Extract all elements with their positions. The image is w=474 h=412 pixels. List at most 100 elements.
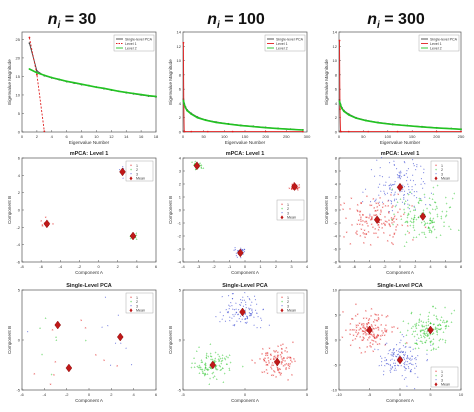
x-tick-label: 250: [283, 134, 290, 139]
scatter-point: ×: [281, 347, 283, 351]
scatter-point: *: [413, 205, 415, 209]
scatter-point: +: [426, 334, 428, 338]
mean-marker: [396, 182, 404, 192]
scatter-point: +: [422, 331, 424, 335]
scatter-point: ×: [275, 349, 277, 353]
scatter-point: *: [394, 364, 396, 368]
chart-panel-r1c2: mPCA: Level 1-8 -6 -4 -2 0 2 4 6 8-8-6-4-202468C…: [324, 151, 463, 275]
series-line-3: [29, 68, 157, 98]
scatter-point: +: [215, 351, 217, 355]
legend-swatch: +: [281, 299, 284, 304]
scatter-point: *: [231, 317, 233, 321]
scatter-point: +: [219, 365, 221, 369]
scatter-point: *: [420, 183, 422, 187]
scatter-point: *: [393, 352, 395, 356]
y-axis-label: Component B: [7, 326, 12, 354]
scatter-point: ×: [366, 345, 368, 349]
scatter-point: *: [400, 365, 402, 369]
scatter-point: *: [220, 311, 222, 315]
scatter-point: +: [449, 206, 451, 210]
scatter-point: *: [243, 305, 245, 309]
scatter-point: +: [451, 321, 453, 325]
scatter-point: *: [120, 342, 122, 346]
scatter-point: ×: [372, 327, 374, 331]
y-tick-label: 10: [333, 288, 338, 293]
scatter-point: ×: [280, 373, 282, 377]
scatter-point: ×: [273, 357, 275, 361]
scatter-point: ×: [266, 363, 268, 367]
scatter-point: +: [397, 201, 399, 205]
scatter-point: +: [409, 191, 411, 195]
scatter-point: ×: [276, 366, 278, 370]
scatter-point: *: [410, 362, 412, 366]
scatter-point: +: [432, 323, 434, 327]
scatter-point: *: [411, 363, 413, 367]
chart-panel-r2c2: Single-Level PCA-10 -5 0 5 10-10-50510Compon…: [324, 283, 464, 403]
scatter-point: *: [242, 299, 244, 303]
scatter-point: *: [415, 169, 417, 173]
scatter-point: +: [427, 221, 429, 225]
scatter-point: +: [209, 377, 211, 381]
scatter-point: ×: [368, 230, 370, 234]
scatter-point: +: [419, 199, 421, 203]
scatter-point: *: [246, 321, 248, 325]
mean-marker: [193, 161, 201, 171]
scatter-point: ×: [391, 216, 393, 220]
scatter-point: ×: [391, 206, 393, 210]
legend-label: Mean: [287, 309, 296, 313]
legend-label: Mean: [441, 383, 450, 387]
scatter-point: +: [427, 327, 429, 331]
x-tick-label: 0: [244, 264, 247, 269]
scatter-point: +: [207, 368, 209, 372]
scatter-point: +: [432, 225, 434, 229]
y-tick-label: -6: [16, 260, 20, 265]
scatter-point: +: [444, 306, 446, 310]
scatter-point: +: [404, 244, 406, 248]
scatter-point: +: [417, 216, 419, 220]
scatter-point: *: [382, 176, 384, 180]
scatter-point: *: [238, 309, 240, 313]
scatter-point: +: [434, 201, 436, 205]
scatter-point: +: [226, 362, 228, 366]
y-tick-label: -2: [177, 234, 181, 239]
scatter-point: ×: [371, 215, 373, 219]
scatter-point: ×: [346, 231, 348, 235]
mean-marker: [366, 325, 373, 335]
scatter-point: +: [212, 376, 214, 380]
scatter-point: *: [426, 353, 428, 357]
scatter-point: +: [432, 186, 434, 190]
scatter-point: *: [400, 188, 402, 192]
scatter-point: ×: [373, 206, 375, 210]
scatter-point: +: [446, 202, 448, 206]
scatter-point: +: [423, 333, 425, 337]
scatter-point: ×: [424, 225, 426, 229]
scatter-point: ×: [267, 351, 269, 355]
scatter-point: ×: [281, 360, 283, 364]
scatter-point: *: [398, 353, 400, 357]
scatter-point: ×: [360, 327, 362, 331]
scatter-point: *: [413, 163, 415, 167]
scatter-point: +: [425, 324, 427, 328]
scatter-point: *: [395, 204, 397, 208]
scatter-point: *: [411, 192, 413, 196]
data-point: [182, 99, 185, 102]
scatter-point: +: [430, 222, 432, 226]
scatter-point: ×: [380, 323, 382, 327]
data-point: [264, 126, 267, 129]
scatter-point: *: [388, 363, 390, 367]
legend-swatch: +: [130, 167, 133, 172]
scatter-point: ×: [370, 307, 372, 311]
scatter-point: ×: [264, 356, 266, 360]
header-n-label: n: [48, 11, 58, 28]
scatter-point: ×: [397, 211, 399, 215]
scatter-point: ×: [358, 219, 360, 223]
scatter-point: *: [231, 305, 233, 309]
scatter-point: *: [400, 176, 402, 180]
scatter-point: +: [219, 368, 221, 372]
scatter-point: *: [408, 365, 410, 369]
data-point: [183, 130, 186, 133]
scatter-point: +: [428, 311, 430, 315]
scatter-point: +: [407, 212, 409, 216]
x-tick-label: 4: [133, 392, 136, 397]
scatter-point: +: [440, 327, 442, 331]
